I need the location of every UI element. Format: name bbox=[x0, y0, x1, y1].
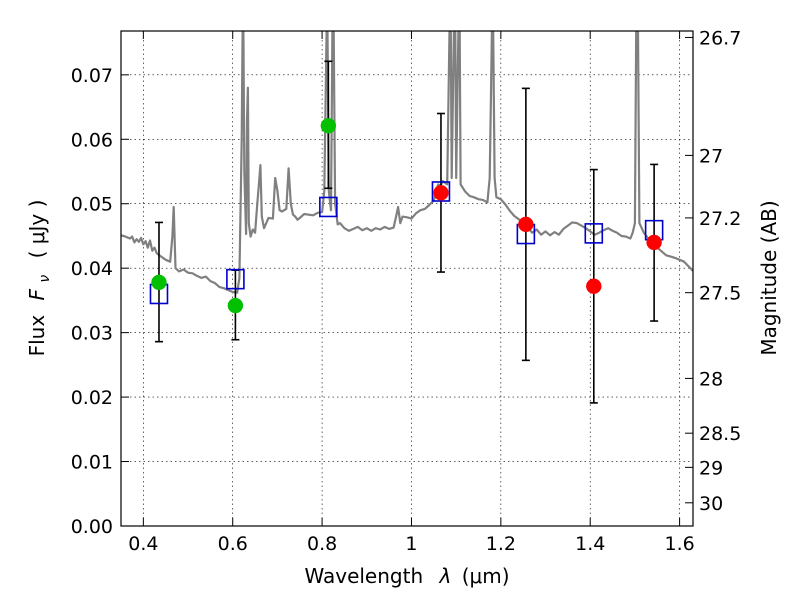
y-tick-label: 0.03 bbox=[71, 323, 113, 345]
y-axis-title-unit: ( μJy ) bbox=[25, 200, 49, 259]
y-tick-label: 0.00 bbox=[71, 516, 113, 538]
y2-axis-title: Magnitude (AB) bbox=[757, 200, 781, 355]
y-tick-label: 0.06 bbox=[71, 129, 113, 151]
magnitude-tick-label: 27.5 bbox=[699, 283, 741, 305]
x-axis-title-symbol: λ bbox=[439, 564, 452, 588]
y-tick-label: 0.01 bbox=[71, 452, 113, 474]
model-band-flux-square bbox=[226, 268, 245, 290]
x-tick-label: 1.2 bbox=[486, 533, 516, 555]
magnitude-tick-label: 27 bbox=[699, 145, 723, 167]
y-tick-label: 0.07 bbox=[71, 65, 113, 87]
model-band-flux-square bbox=[584, 223, 604, 244]
x-tick-label: 1.4 bbox=[575, 533, 605, 555]
x-axis-title-unit: (μm) bbox=[462, 564, 510, 588]
observed-point-red bbox=[433, 185, 449, 201]
plot-frame bbox=[120, 30, 694, 527]
x-tick-label: 1 bbox=[405, 533, 417, 555]
model-band-flux-square bbox=[431, 181, 451, 202]
y-tick-label: 0.05 bbox=[71, 194, 113, 216]
x-tick-label: 1.6 bbox=[664, 533, 694, 555]
observed-point-red bbox=[586, 278, 602, 294]
x-axis-title-text: Wavelength bbox=[304, 564, 423, 588]
magnitude-tick-label: 28 bbox=[699, 368, 723, 390]
y-axis-title-text: Flux bbox=[25, 315, 49, 357]
model-spectrum-line bbox=[121, 31, 693, 294]
y-tick-label: 0.02 bbox=[71, 387, 113, 409]
observed-point-green bbox=[320, 117, 337, 134]
y-axis-title-symbol: F bbox=[25, 288, 49, 300]
x-tick-label: 0.4 bbox=[128, 533, 158, 555]
y-tick-label: 0.04 bbox=[71, 258, 113, 280]
observed-point-green bbox=[227, 297, 244, 314]
model-band-flux-square bbox=[319, 196, 338, 218]
y-axis-title: Flux F ν ( μJy ) bbox=[25, 200, 54, 357]
magnitude-tick-label: 30 bbox=[699, 493, 723, 515]
x-axis-title: Wavelength λ (μm) bbox=[304, 564, 509, 588]
magnitude-tick-label: 26.7 bbox=[699, 27, 741, 49]
x-tick-label: 0.8 bbox=[307, 533, 337, 555]
magnitude-tick-label: 27.2 bbox=[699, 208, 741, 230]
observed-point-red bbox=[518, 216, 534, 233]
observed-point-green bbox=[151, 274, 167, 291]
magnitude-tick-label: 28.5 bbox=[699, 423, 741, 445]
y-axis-title-subscript: ν bbox=[37, 275, 53, 283]
x-tick-label: 0.6 bbox=[218, 533, 248, 555]
observed-point-red bbox=[646, 234, 662, 251]
magnitude-tick-label: 29 bbox=[699, 457, 723, 479]
